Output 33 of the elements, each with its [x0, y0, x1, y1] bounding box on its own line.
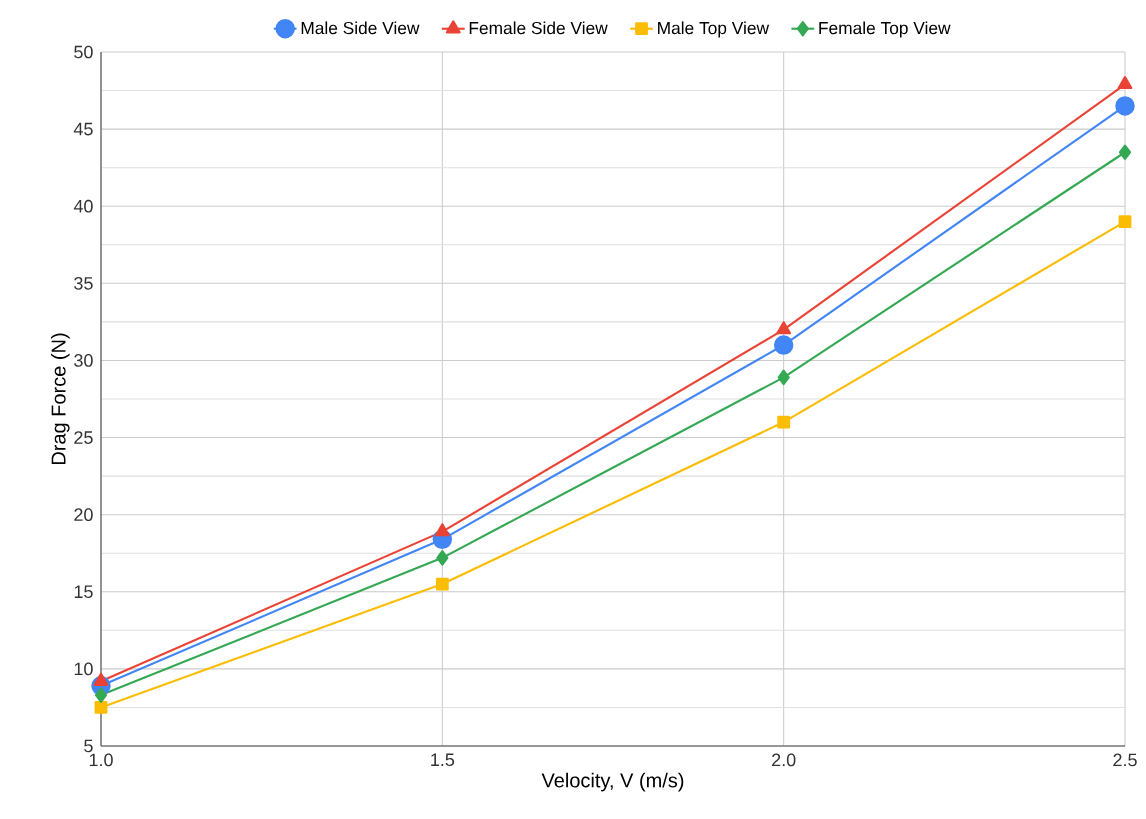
- point: [94, 687, 108, 703]
- y-tick-label: 50: [74, 45, 93, 59]
- y-axis-title: Drag Force (N): [50, 333, 70, 465]
- legend-label: Male Side View: [301, 21, 420, 35]
- x-tick-label: 1.5: [431, 753, 455, 767]
- y-tick-label: 30: [74, 354, 93, 367]
- point: [776, 321, 792, 335]
- y-tick-label: 10: [74, 662, 93, 676]
- legend-label: Female Top View: [819, 21, 951, 38]
- x-tick-label: 1.0: [89, 753, 113, 767]
- y-tick-label: 40: [73, 199, 93, 213]
- point: [94, 701, 108, 714]
- legend-label: Female Side View: [469, 21, 608, 35]
- point: [436, 550, 449, 566]
- point: [777, 415, 791, 429]
- point: [435, 577, 449, 591]
- y-tick-label: 5: [84, 739, 93, 753]
- y-tick-label: 35: [74, 276, 93, 290]
- x-tick-label: 2.0: [772, 753, 796, 767]
- legend-label: Male Top View: [658, 21, 770, 38]
- y-tick-label: 20: [74, 508, 93, 522]
- point: [434, 523, 450, 537]
- point: [1118, 144, 1132, 160]
- x-tick-label: 2.5: [1113, 753, 1137, 767]
- point: [1118, 215, 1132, 229]
- point: [1115, 96, 1135, 116]
- point: [777, 369, 790, 386]
- y-tick-label: 45: [73, 122, 93, 136]
- y-tick-label: 25: [74, 431, 93, 444]
- y-tick-label: 15: [74, 585, 93, 599]
- point: [1117, 75, 1133, 90]
- x-axis-title: Velocity, V (m/s): [541, 772, 684, 792]
- point: [773, 335, 794, 355]
